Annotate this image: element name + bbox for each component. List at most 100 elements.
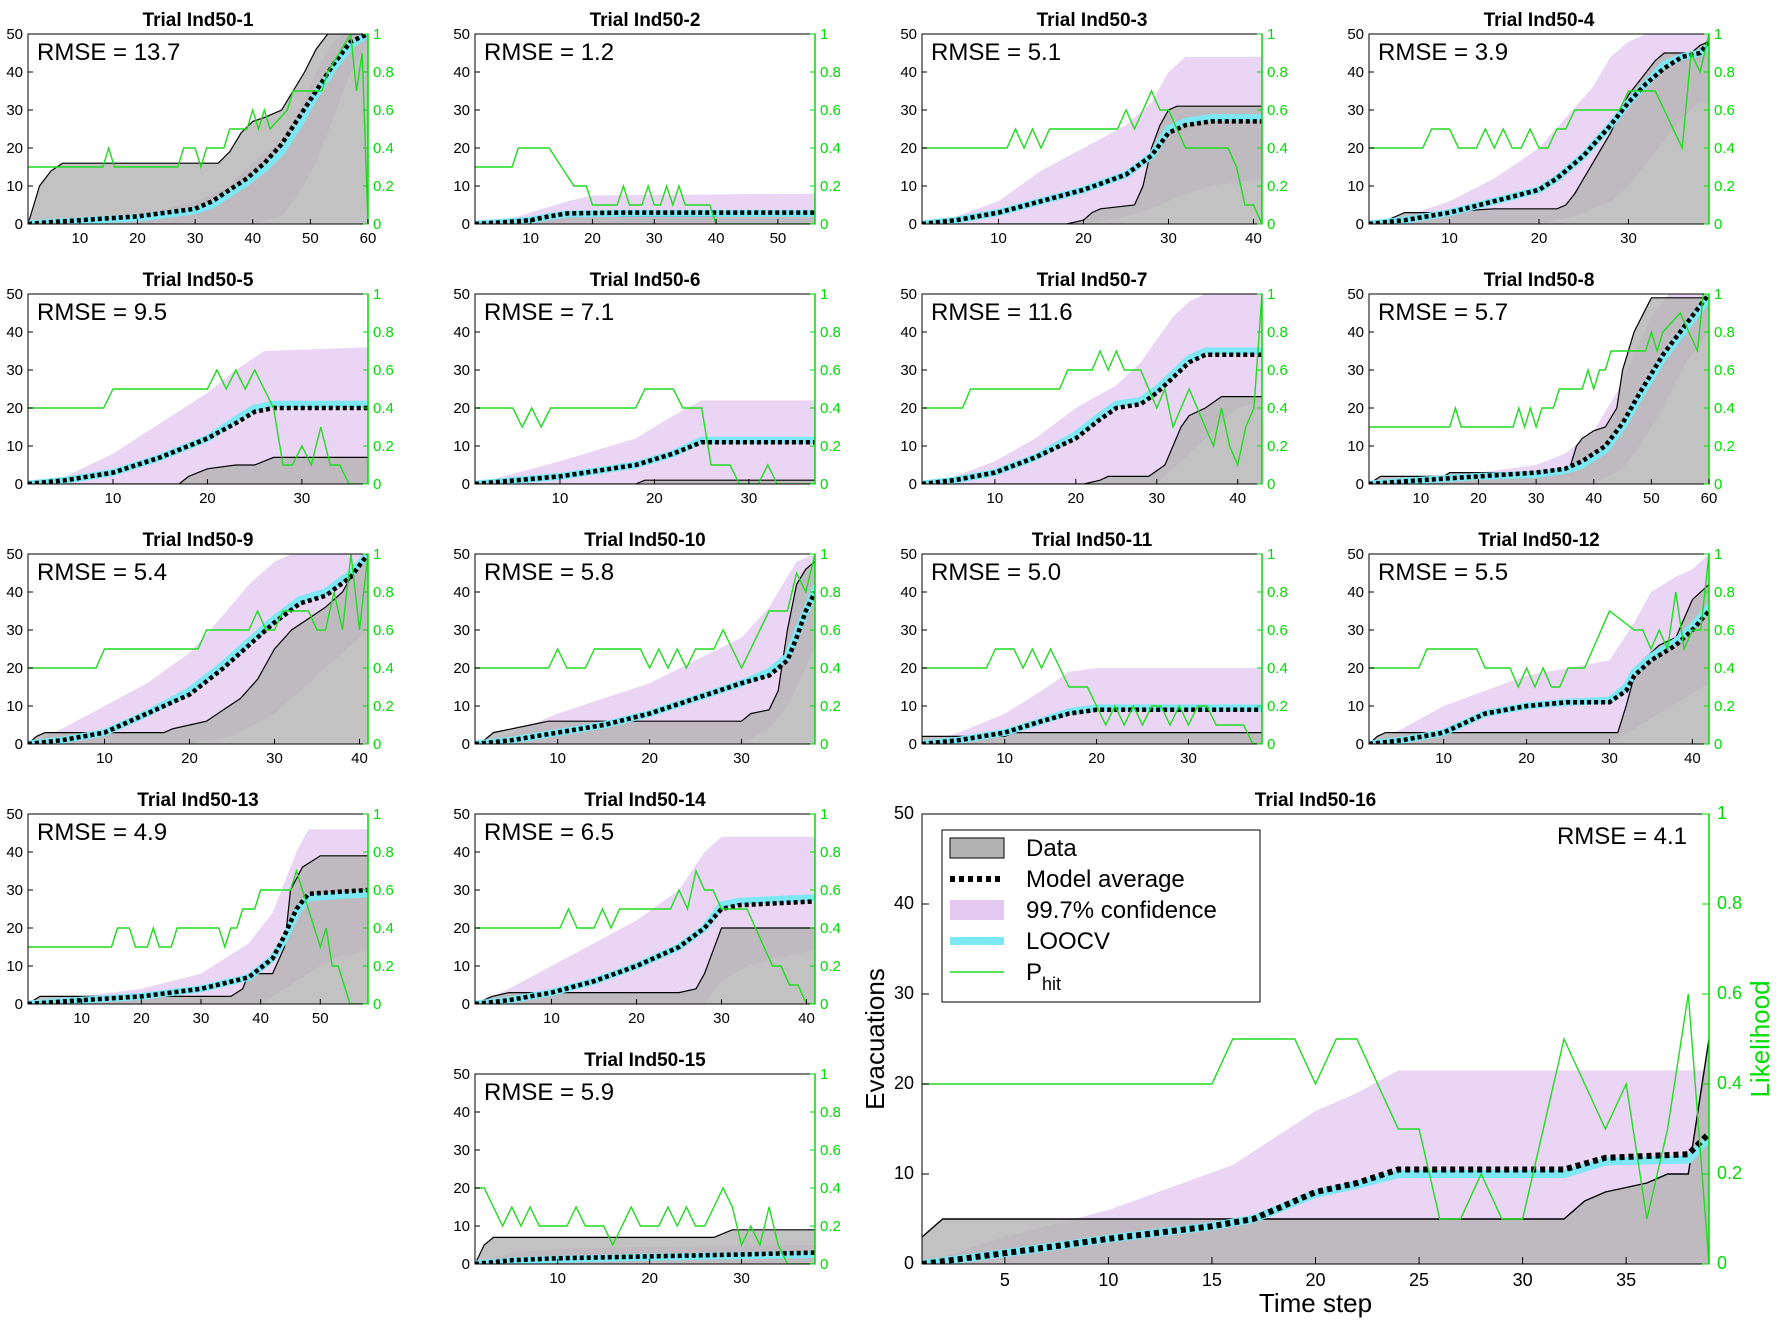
y-tick-label: 10: [453, 178, 470, 195]
x-tick-label: 20: [641, 1270, 658, 1287]
y-tick-label: 30: [1347, 362, 1364, 379]
x-tick-label: 50: [312, 1010, 329, 1027]
y-tick-label: 30: [453, 362, 470, 379]
y2-tick-label: 0.6: [1714, 102, 1735, 119]
y-tick-label: 10: [6, 698, 23, 715]
y2-tick-label: 0.8: [1714, 324, 1735, 341]
x-tick-label: 30: [733, 750, 750, 767]
y-tick-label: 20: [453, 400, 470, 417]
x-tick-label: 40: [252, 1010, 269, 1027]
y-tick-label: 40: [900, 584, 917, 601]
y2-tick-label: 0.4: [1717, 1073, 1742, 1093]
y2-tick-label: 0.2: [1267, 438, 1288, 455]
loocv-line: [28, 400, 368, 484]
y2-tick-label: 0.8: [373, 324, 394, 341]
confidence-band: [922, 1070, 1709, 1264]
x-tick-label: 10: [543, 1010, 560, 1027]
y2-tick-label: 0.4: [820, 140, 841, 157]
rmse-label: RMSE = 5.0: [931, 559, 1061, 586]
y2-tick-label: 0: [1267, 476, 1275, 493]
y-tick-label: 10: [1347, 178, 1364, 195]
y2-tick-label: 1: [1714, 26, 1722, 43]
p-hit-line: [922, 647, 1262, 744]
plot-marks: [475, 1186, 815, 1264]
panel-title: Trial Ind50-8: [1484, 270, 1595, 291]
data-line: [1369, 297, 1709, 484]
y2-tick-label: 0.4: [373, 400, 394, 417]
x-tick-label: 25: [1409, 1270, 1429, 1290]
panel-p10: 10 20 30 0 10 20 30 40 50 0 0.2 0.4 0.6 0.8 1 Trial Ind…: [453, 530, 841, 767]
y-tick-label: 30: [900, 362, 917, 379]
loocv-line: [1369, 294, 1709, 484]
x-tick-label: 20: [133, 1010, 150, 1027]
y-tick-label: 20: [453, 920, 470, 937]
y-tick-label: 0: [1356, 736, 1364, 753]
y-tick-label: 40: [453, 64, 470, 81]
legend-label: 99.7% confidence: [1026, 897, 1217, 924]
x-tick-label: 10: [549, 750, 566, 767]
legend-label-text: LOOCV: [1026, 928, 1110, 955]
p-hit-line: [475, 868, 815, 1004]
x-tick-label: 10: [549, 1270, 566, 1287]
y-tick-label: 50: [1347, 26, 1364, 43]
y2-tick-label: 0.4: [373, 660, 394, 677]
y-tick-label: 30: [1347, 102, 1364, 119]
panel-p11: 10 20 30 0 10 20 30 40 50 0 0.2 0.4 0.6 0.8 1 Trial Ind…: [900, 530, 1288, 767]
y-tick-label: 50: [6, 806, 23, 823]
p-hit-line: [1369, 554, 1709, 689]
data-area: [28, 554, 368, 744]
x-tick-label: 10: [552, 490, 569, 507]
y2-tick-label: 0: [820, 736, 828, 753]
y-tick-label: 30: [6, 102, 23, 119]
x-tick-label: 60: [360, 230, 377, 247]
confidence-band: [1369, 554, 1709, 744]
y-tick-label: 50: [6, 26, 23, 43]
panel-p12: 10 20 30 40 0 10 20 30 40 50 0 0.2 0.4 0.6 0.8 1 Trial I…: [1347, 530, 1735, 767]
y-tick-label: 0: [909, 736, 917, 753]
y-tick-label: 40: [453, 1104, 470, 1121]
data-line: [28, 456, 368, 484]
data-line: [922, 105, 1262, 224]
plot-marks: [1369, 34, 1709, 224]
data-area: [28, 34, 368, 224]
legend-key-data: [949, 837, 1005, 859]
y-tick-label: 20: [453, 1180, 470, 1197]
p-hit-line: [28, 554, 368, 669]
data-area: [922, 732, 1262, 744]
data-line: [922, 396, 1262, 484]
model-average-line: [28, 405, 368, 484]
loocv-line: [922, 1134, 1709, 1264]
y-tick-label: 0: [462, 476, 470, 493]
y2-tick-label: 0.8: [820, 844, 841, 861]
rmse-label: RMSE = 4.9: [37, 819, 167, 846]
p-hit-line: [922, 89, 1262, 224]
y-tick-label: 50: [6, 546, 23, 563]
x-tick-label: 20: [1470, 490, 1487, 507]
y2-tick-label: 0.8: [820, 1104, 841, 1121]
data-area: [1369, 297, 1709, 484]
panel-title: Trial Ind50-2: [590, 10, 701, 31]
y2-tick-label: 0.6: [820, 362, 841, 379]
y2-tick-label: 0: [373, 736, 381, 753]
model-average-line: [922, 352, 1262, 484]
y-tick-label: 10: [1347, 438, 1364, 455]
y2-tick-label: 0.8: [1267, 324, 1288, 341]
x-tick-label: 40: [1684, 750, 1701, 767]
y2-tick-label: 1: [1267, 286, 1275, 303]
data-line: [1369, 583, 1709, 744]
panel-p16: 5 10 15 20 25 30 35 0 10 20 30 40 50 0 0.2 0.4 0.6 0.8 1 Tr…: [860, 790, 1775, 1318]
y2-tick-label: 0.2: [1267, 698, 1288, 715]
confidence-band: [475, 554, 815, 744]
model-average-line: [28, 554, 368, 744]
y2-tick-label: 0: [820, 216, 828, 233]
legend-label: Data: [1026, 835, 1077, 862]
y-tick-label: 0: [909, 216, 917, 233]
y2-tick-label: 0.4: [1267, 660, 1288, 677]
rmse-label: RMSE = 4.1: [1557, 823, 1687, 850]
y2-tick-label: 0.4: [1714, 140, 1735, 157]
y2-tick-label: 1: [1714, 546, 1722, 563]
x-tick-label: 30: [266, 750, 283, 767]
y-axis-label: Evacuations: [860, 968, 890, 1110]
x-tick-label: 20: [181, 750, 198, 767]
x-tick-label: 30: [1180, 750, 1197, 767]
